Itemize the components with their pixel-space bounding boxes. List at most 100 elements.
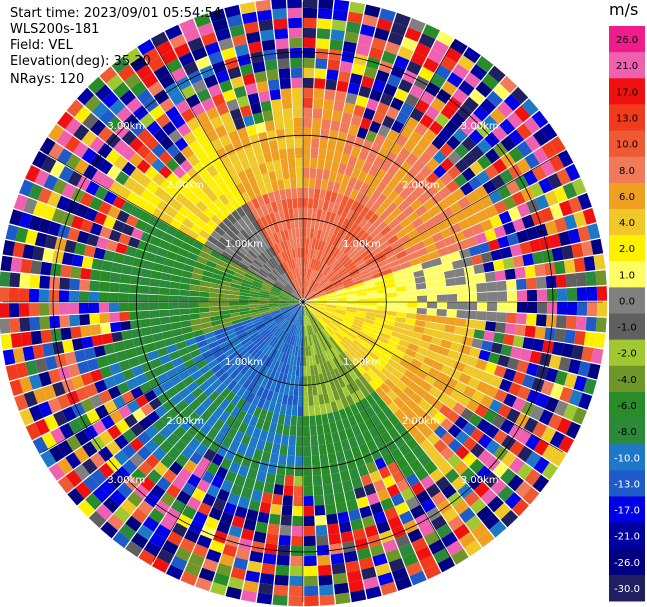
- velocity-gate: [58, 290, 70, 302]
- velocity-gate: [596, 286, 607, 301]
- velocity-gate: [169, 309, 180, 316]
- velocity-gate: [38, 289, 50, 302]
- velocity-gate: [337, 299, 348, 302]
- velocity-gate: [288, 595, 303, 607]
- velocity-gate: [473, 481, 490, 498]
- velocity-gate: [335, 344, 344, 354]
- velocity-gate: [524, 135, 541, 152]
- velocity-gate: [269, 234, 277, 245]
- velocity-gate: [131, 508, 148, 524]
- velocity-gate: [350, 145, 362, 158]
- velocity-gate: [522, 253, 535, 266]
- velocity-gate: [245, 82, 258, 96]
- velocity-gate: [238, 305, 250, 309]
- velocity-gate: [295, 157, 303, 168]
- velocity-gate: [549, 136, 566, 154]
- velocity-gate: [294, 466, 303, 477]
- velocity-gate: [276, 464, 286, 476]
- velocity-gate: [143, 223, 157, 236]
- velocity-gate: [459, 344, 472, 356]
- colorbar-tick-label: 10.0: [616, 140, 638, 151]
- velocity-gate: [386, 106, 400, 120]
- velocity-gate: [390, 448, 404, 462]
- velocity-gate: [88, 302, 100, 314]
- velocity-gate: [353, 136, 365, 149]
- velocity-gate: [236, 386, 247, 398]
- velocity-gate: [296, 167, 303, 178]
- velocity-gate: [291, 293, 300, 300]
- velocity-gate: [273, 211, 281, 222]
- velocity-gate: [564, 329, 576, 344]
- velocity-gate: [378, 259, 389, 268]
- velocity-gate: [193, 174, 206, 188]
- velocity-gate: [343, 259, 353, 268]
- velocity-gate: [289, 302, 299, 305]
- velocity-gate: [354, 378, 365, 390]
- velocity-gate: [258, 19, 274, 32]
- velocity-gate: [28, 404, 44, 422]
- velocity-gate: [159, 73, 175, 89]
- velocity-gate: [243, 226, 254, 237]
- velocity-gate: [318, 444, 328, 456]
- velocity-gate: [218, 193, 230, 206]
- velocity-gate: [337, 297, 348, 301]
- velocity-gate: [430, 192, 444, 205]
- velocity-gate: [369, 263, 380, 272]
- velocity-gate: [0, 334, 13, 350]
- velocity-gate: [200, 317, 211, 324]
- velocity-gate: [249, 550, 264, 563]
- velocity-gate: [454, 158, 469, 173]
- velocity-gate: [267, 274, 277, 282]
- velocity-gate: [387, 401, 400, 414]
- velocity-gate: [563, 403, 578, 421]
- velocity-gate: [172, 475, 187, 490]
- velocity-gate: [165, 106, 181, 121]
- velocity-gate: [291, 188, 298, 199]
- velocity-gate: [306, 268, 310, 279]
- velocity-gate: [254, 70, 267, 83]
- velocity-gate: [369, 470, 382, 483]
- velocity-gate: [346, 308, 357, 313]
- velocity-gate: [389, 335, 401, 344]
- velocity-gate: [241, 590, 257, 603]
- velocity-gate: [400, 429, 413, 443]
- velocity-gate: [335, 288, 346, 293]
- velocity-gate: [261, 284, 272, 290]
- velocity-gate: [475, 81, 493, 98]
- velocity-gate: [275, 316, 285, 324]
- velocity-gate: [503, 94, 521, 111]
- velocity-gate: [361, 75, 375, 89]
- velocity-gate: [345, 372, 355, 384]
- velocity-gate: [325, 288, 335, 294]
- velocity-gate: [316, 295, 327, 299]
- velocity-gate: [440, 431, 455, 446]
- velocity-gate: [159, 439, 174, 454]
- velocity-gate: [453, 523, 470, 540]
- colorbar-band: [609, 287, 645, 314]
- velocity-gate: [178, 52, 195, 67]
- velocity-gate: [441, 80, 458, 96]
- velocity-gate: [535, 393, 550, 409]
- velocity-gate: [434, 323, 446, 332]
- velocity-gate: [425, 483, 441, 498]
- velocity-gate: [291, 405, 298, 416]
- velocity-gate: [160, 323, 172, 332]
- velocity-gate: [100, 270, 112, 282]
- velocity-gate: [414, 276, 426, 284]
- velocity-gate: [371, 37, 387, 51]
- velocity-gate: [337, 377, 346, 388]
- velocity-gate: [338, 353, 347, 364]
- velocity-gate: [145, 454, 160, 469]
- velocity-gate: [305, 278, 310, 289]
- velocity-gate: [137, 500, 154, 516]
- velocity-gate: [168, 302, 179, 309]
- velocity-gate: [162, 193, 175, 206]
- velocity-gate: [242, 378, 252, 390]
- velocity-gate: [385, 548, 402, 563]
- velocity-gate: [130, 422, 145, 437]
- velocity-gate: [170, 555, 188, 571]
- velocity-gate: [405, 496, 421, 511]
- velocity-gate: [376, 305, 388, 311]
- velocity-gate: [260, 216, 269, 227]
- velocity-gate: [470, 64, 488, 81]
